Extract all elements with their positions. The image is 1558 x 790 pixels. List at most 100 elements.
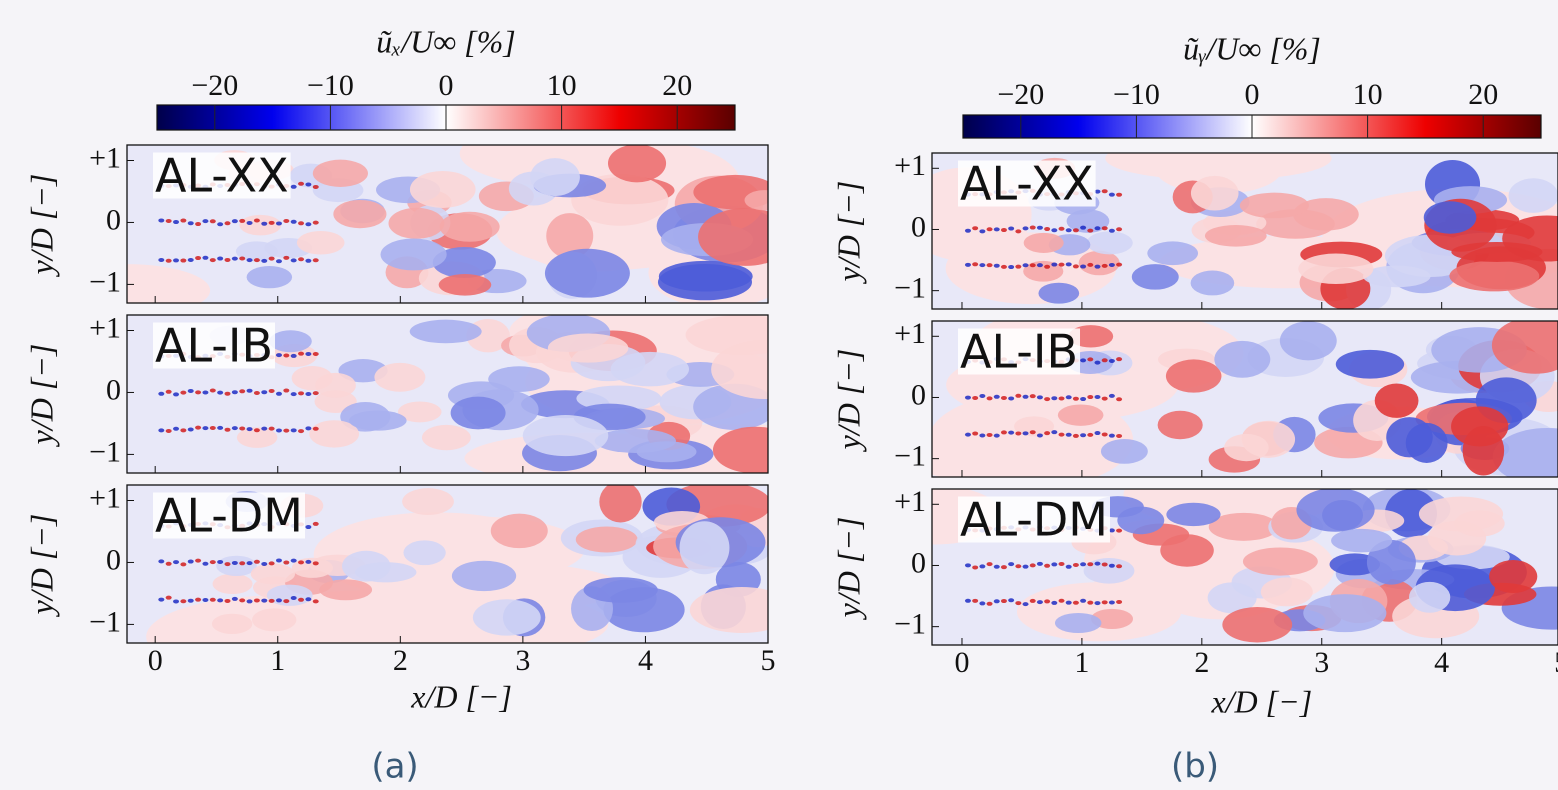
- wake-streak: [1044, 599, 1051, 604]
- contour-blob: [1023, 260, 1064, 282]
- wake-streak: [165, 389, 172, 394]
- contour-blob: [636, 441, 697, 463]
- wake-streak: [972, 226, 979, 231]
- colorbar-label: ũₓ/U∞ [%]: [376, 23, 515, 59]
- axes-frame: [126, 484, 769, 644]
- contour-blob: [403, 540, 446, 566]
- wake-streak: [231, 219, 238, 224]
- wake-streak: [202, 561, 209, 566]
- y-tick-label: +1: [894, 317, 926, 350]
- wake-streak: [239, 561, 246, 566]
- contour-blob: [522, 415, 609, 457]
- wake-streak: [979, 393, 986, 398]
- contour-blob: [1204, 225, 1267, 247]
- axes-frame: [931, 320, 1558, 478]
- y-tick-label: 0: [106, 373, 121, 406]
- wake-streak: [305, 525, 312, 530]
- wake-streak: [1022, 263, 1029, 268]
- subplot-title-box: [958, 328, 1081, 375]
- wake-streak: [165, 428, 172, 433]
- wake-streak: [1065, 262, 1072, 267]
- contour-blob: [432, 247, 496, 279]
- wake-streak: [1094, 601, 1101, 606]
- wake-streak: [964, 395, 971, 400]
- contour-blob: [296, 230, 345, 255]
- contour-blob: [1023, 232, 1064, 253]
- wake-streak: [1008, 265, 1015, 270]
- x-tick-label: 2: [1194, 646, 1209, 679]
- wake-streak: [283, 599, 290, 604]
- wake-streak: [1072, 396, 1079, 401]
- wake-streak: [1058, 396, 1065, 401]
- wake-streak: [195, 222, 202, 227]
- wake-streak: [187, 598, 194, 603]
- contour-blob: [402, 488, 454, 515]
- wake-streak: [202, 255, 209, 260]
- wake-streak: [305, 426, 312, 431]
- wake-streak: [224, 598, 231, 603]
- contour-blob: [1293, 198, 1359, 231]
- wake-streak: [173, 426, 180, 431]
- wake-streak: [1029, 225, 1036, 230]
- wake-streak: [979, 564, 986, 569]
- wake-streak: [239, 426, 246, 431]
- wake-streak: [993, 564, 1000, 569]
- x-axis-label: x/D [−]: [1210, 683, 1312, 719]
- wake-streak: [1072, 228, 1079, 233]
- wake-streak: [986, 562, 993, 567]
- wake-streak: [1015, 564, 1022, 569]
- wake-streak: [246, 561, 253, 566]
- wake-streak: [290, 596, 297, 601]
- wake-streak: [173, 220, 180, 225]
- wake-streak: [1029, 394, 1036, 399]
- wake-streak: [158, 597, 165, 602]
- wake-streak: [1029, 598, 1036, 603]
- axes-frame: [931, 152, 1558, 310]
- wake-streak: [972, 565, 979, 570]
- wake-streak: [268, 426, 275, 431]
- contour-blob: [1057, 404, 1104, 426]
- contour-blob: [1214, 340, 1271, 378]
- wake-streak: [972, 396, 979, 401]
- wake-streak: [298, 391, 305, 396]
- colorbar-tick-label: −10: [1113, 78, 1160, 111]
- contour-blob: [216, 555, 257, 576]
- wake-streak: [1036, 433, 1043, 438]
- wake-streak: [231, 596, 238, 601]
- contour-blob: [575, 526, 638, 553]
- wake-streak: [1108, 262, 1115, 267]
- wake-streak: [231, 256, 238, 261]
- wake-streak: [972, 262, 979, 267]
- y-axis-label: y/D [−]: [830, 517, 866, 621]
- contour-blob: [607, 145, 667, 183]
- contour-blob: [685, 315, 768, 355]
- wake-streak: [195, 390, 202, 395]
- wake-streak: [1058, 598, 1065, 603]
- panel-caption: (b): [1171, 747, 1219, 787]
- wake-streak: [231, 560, 238, 565]
- wake-streak: [180, 218, 187, 223]
- wake-streak: [1080, 358, 1087, 363]
- contour-blob: [312, 159, 368, 187]
- contour-field: [127, 145, 768, 303]
- contour-blob: [610, 351, 690, 387]
- wake-streak: [261, 390, 268, 395]
- wake-streak: [1072, 264, 1079, 269]
- wake-streak: [290, 219, 297, 224]
- contour-blob: [251, 608, 297, 632]
- contour-blob: [309, 420, 360, 448]
- wake-streak: [224, 221, 231, 226]
- contour-blob: [530, 158, 580, 197]
- wake-streak: [209, 258, 216, 263]
- wake-streak: [1029, 563, 1036, 568]
- contour-blob: [1502, 215, 1558, 262]
- contour-blob: [380, 238, 447, 271]
- subplot-title: AL-IB: [960, 325, 1078, 379]
- wake-streak: [290, 258, 297, 263]
- wake-streak: [165, 258, 172, 263]
- wake-streak: [173, 258, 180, 263]
- wake-streak: [1116, 599, 1123, 604]
- y-tick-label: −1: [89, 435, 121, 468]
- wake-streak: [1094, 431, 1101, 436]
- y-tick-label: +1: [894, 485, 926, 518]
